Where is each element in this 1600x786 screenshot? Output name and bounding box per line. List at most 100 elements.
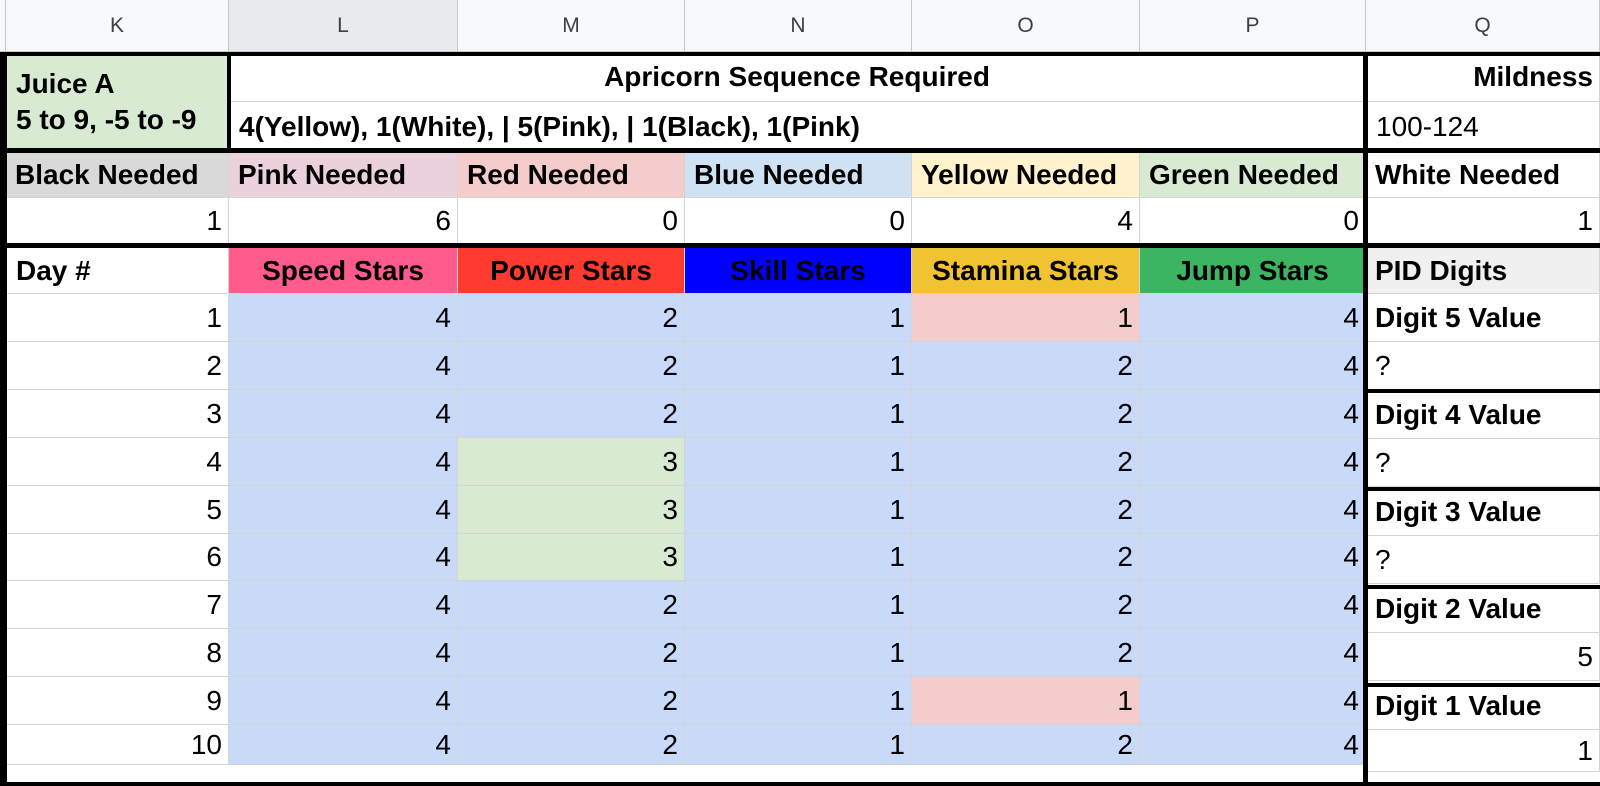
stat-value[interactable]: 2 <box>912 725 1140 765</box>
sequence-value[interactable]: 4(Yellow), 1(White), | 5(Pink), | 1(Blac… <box>229 102 1366 152</box>
day-number[interactable]: 8 <box>6 629 229 677</box>
stat-value[interactable]: 4 <box>229 342 458 390</box>
stat-value[interactable]: 4 <box>1140 294 1366 342</box>
column-header-corner[interactable] <box>0 0 6 52</box>
stat-value[interactable]: 2 <box>458 629 685 677</box>
stat-value[interactable]: 2 <box>912 534 1140 581</box>
stat-value[interactable]: 1 <box>685 390 912 438</box>
stat-header[interactable]: Power Stars <box>458 248 685 294</box>
stat-header[interactable]: Skill Stars <box>685 248 912 294</box>
pid-digit-value[interactable]: ? <box>1366 536 1600 584</box>
stat-value[interactable]: 3 <box>458 438 685 486</box>
stat-header[interactable]: Jump Stars <box>1140 248 1366 294</box>
needed-label[interactable]: Pink Needed <box>229 152 458 198</box>
column-header-o[interactable]: O <box>912 0 1140 52</box>
stat-value[interactable]: 2 <box>458 581 685 629</box>
stat-value[interactable]: 1 <box>685 534 912 581</box>
stat-value[interactable]: 2 <box>912 629 1140 677</box>
needed-label[interactable]: White Needed <box>1366 152 1600 198</box>
stat-value[interactable]: 4 <box>229 581 458 629</box>
day-number[interactable]: 9 <box>6 677 229 725</box>
stat-value[interactable]: 1 <box>685 438 912 486</box>
stat-value[interactable]: 2 <box>912 581 1140 629</box>
stat-value[interactable]: 4 <box>229 390 458 438</box>
column-header-k[interactable]: K <box>6 0 229 52</box>
stat-value[interactable]: 4 <box>229 486 458 534</box>
pid-digit-label[interactable]: Digit 1 Value <box>1366 682 1600 730</box>
needed-value[interactable]: 6 <box>229 198 458 244</box>
stat-value[interactable]: 1 <box>685 342 912 390</box>
stat-value[interactable]: 4 <box>229 294 458 342</box>
stat-value[interactable]: 4 <box>1140 534 1366 581</box>
stat-value[interactable]: 2 <box>912 438 1140 486</box>
stat-value[interactable]: 4 <box>229 677 458 725</box>
needed-value[interactable]: 1 <box>6 198 229 244</box>
stat-value[interactable]: 4 <box>229 629 458 677</box>
column-header-m[interactable]: M <box>458 0 685 52</box>
stat-value[interactable]: 2 <box>912 342 1140 390</box>
needed-value[interactable]: 0 <box>458 198 685 244</box>
stat-value[interactable]: 1 <box>685 725 912 765</box>
pid-digit-value[interactable]: ? <box>1366 439 1600 487</box>
column-header-l[interactable]: L <box>229 0 458 52</box>
stat-value[interactable]: 4 <box>229 725 458 765</box>
sequence-title[interactable]: Apricorn Sequence Required <box>229 52 1366 102</box>
needed-value[interactable]: 1 <box>1366 198 1600 244</box>
stat-header[interactable]: Speed Stars <box>229 248 458 294</box>
mildness-value[interactable]: 100-124 <box>1366 102 1600 152</box>
stat-value[interactable]: 2 <box>458 677 685 725</box>
stat-value[interactable]: 4 <box>1140 486 1366 534</box>
stat-value[interactable]: 1 <box>685 294 912 342</box>
stat-value[interactable]: 2 <box>912 486 1140 534</box>
pid-digit-value[interactable]: 5 <box>1366 633 1600 681</box>
stat-value[interactable]: 4 <box>1140 342 1366 390</box>
stat-value[interactable]: 2 <box>458 342 685 390</box>
pid-digits-header[interactable]: PID Digits <box>1366 248 1600 294</box>
stat-value[interactable]: 1 <box>685 486 912 534</box>
stat-value[interactable]: 1 <box>912 677 1140 725</box>
stat-value[interactable]: 4 <box>1140 677 1366 725</box>
stat-header[interactable]: Stamina Stars <box>912 248 1140 294</box>
day-number[interactable]: 1 <box>6 294 229 342</box>
day-number[interactable]: 6 <box>6 534 229 581</box>
juice-cell[interactable]: Juice A 5 to 9, -5 to -9 <box>6 52 229 152</box>
day-number[interactable]: 10 <box>6 725 229 765</box>
day-number[interactable]: 3 <box>6 390 229 438</box>
pid-digit-value[interactable]: ? <box>1366 342 1600 390</box>
stat-value[interactable]: 4 <box>1140 725 1366 765</box>
stat-value[interactable]: 2 <box>458 390 685 438</box>
needed-label[interactable]: Red Needed <box>458 152 685 198</box>
column-header-q[interactable]: Q <box>1366 0 1600 52</box>
stat-value[interactable]: 2 <box>458 294 685 342</box>
stat-value[interactable]: 4 <box>1140 438 1366 486</box>
needed-label[interactable]: Black Needed <box>6 152 229 198</box>
needed-value[interactable]: 4 <box>912 198 1140 244</box>
pid-digit-value[interactable]: 1 <box>1366 730 1600 772</box>
needed-label[interactable]: Blue Needed <box>685 152 912 198</box>
stat-value[interactable]: 4 <box>229 438 458 486</box>
stat-value[interactable]: 3 <box>458 534 685 581</box>
needed-value[interactable]: 0 <box>685 198 912 244</box>
stat-value[interactable]: 1 <box>685 677 912 725</box>
pid-digit-label[interactable]: Digit 2 Value <box>1366 585 1600 633</box>
column-header-p[interactable]: P <box>1140 0 1366 52</box>
stat-value[interactable]: 1 <box>685 581 912 629</box>
day-number[interactable]: 5 <box>6 486 229 534</box>
stat-value[interactable]: 4 <box>1140 390 1366 438</box>
needed-value[interactable]: 0 <box>1140 198 1366 244</box>
column-header-n[interactable]: N <box>685 0 912 52</box>
stat-value[interactable]: 4 <box>229 534 458 581</box>
stat-value[interactable]: 2 <box>458 725 685 765</box>
day-number[interactable]: 2 <box>6 342 229 390</box>
stat-value[interactable]: 3 <box>458 486 685 534</box>
pid-digit-label[interactable]: Digit 4 Value <box>1366 391 1600 439</box>
stat-value[interactable]: 4 <box>1140 629 1366 677</box>
day-number[interactable]: 7 <box>6 581 229 629</box>
needed-label[interactable]: Green Needed <box>1140 152 1366 198</box>
stat-value[interactable]: 2 <box>912 390 1140 438</box>
needed-label[interactable]: Yellow Needed <box>912 152 1140 198</box>
mildness-title[interactable]: Mildness <box>1366 52 1600 102</box>
pid-digit-label[interactable]: Digit 3 Value <box>1366 488 1600 536</box>
pid-digit-label[interactable]: Digit 5 Value <box>1366 294 1600 342</box>
stat-value[interactable]: 4 <box>1140 581 1366 629</box>
